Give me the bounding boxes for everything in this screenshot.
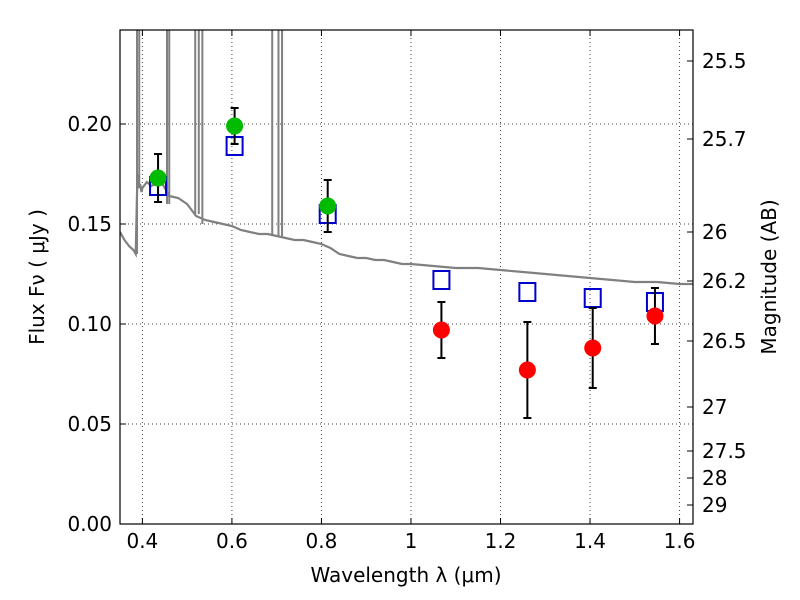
x-tick-label: 1.2 [485, 529, 517, 553]
right-axis-title: Magnitude (AB) [757, 199, 781, 354]
x-tick-label: 0.4 [126, 529, 158, 553]
mag-tick-label: 29 [702, 493, 727, 517]
x-tick-label: 1 [405, 529, 418, 553]
y-axis-title: Flux Fν ( μJy ) [25, 209, 49, 345]
data-point [518, 361, 536, 379]
spectrum-line [120, 173, 693, 286]
x-tick-label: 1.4 [574, 529, 606, 553]
mag-tick-label: 25.5 [702, 49, 747, 73]
mag-tick-label: 26.5 [702, 329, 747, 353]
mag-tick-label: 28 [702, 466, 727, 490]
x-tick-label: 1.6 [664, 529, 696, 553]
x-tick-label: 0.8 [306, 529, 338, 553]
x-tick-label: 0.6 [216, 529, 248, 553]
mag-tick-label: 26.2 [702, 269, 747, 293]
plot-area [120, 30, 693, 524]
mag-tick-label: 27 [702, 395, 727, 419]
mag-tick-label: 26 [702, 220, 727, 244]
mag-tick-label: 27.5 [702, 439, 747, 463]
data-point [646, 307, 664, 325]
data-point [432, 321, 450, 339]
mag-tick-label: 25.7 [702, 127, 747, 151]
data-point [584, 339, 602, 357]
axes: 0.4 0.6 0.8 1 1.2 1.4 1.6 0.00 0.05 0.10 0.15 0.20 2… [67, 30, 747, 553]
y-tick-label: 0.20 [67, 112, 112, 136]
plot-frame [119, 29, 694, 525]
model-photometry-square [432, 270, 451, 290]
model-spectrum [120, 30, 693, 286]
x-axis-title: Wavelength λ (μm) [310, 563, 501, 587]
data-point [149, 169, 167, 187]
data-point [319, 197, 337, 215]
y-tick-label: 0.15 [67, 212, 112, 236]
model-photometry-square [518, 282, 537, 302]
y-tick-label: 0.10 [67, 312, 112, 336]
data-markers [149, 107, 664, 419]
data-point [226, 117, 244, 135]
y-tick-label: 0.05 [67, 412, 112, 436]
y-tick-label: 0.00 [67, 512, 112, 536]
